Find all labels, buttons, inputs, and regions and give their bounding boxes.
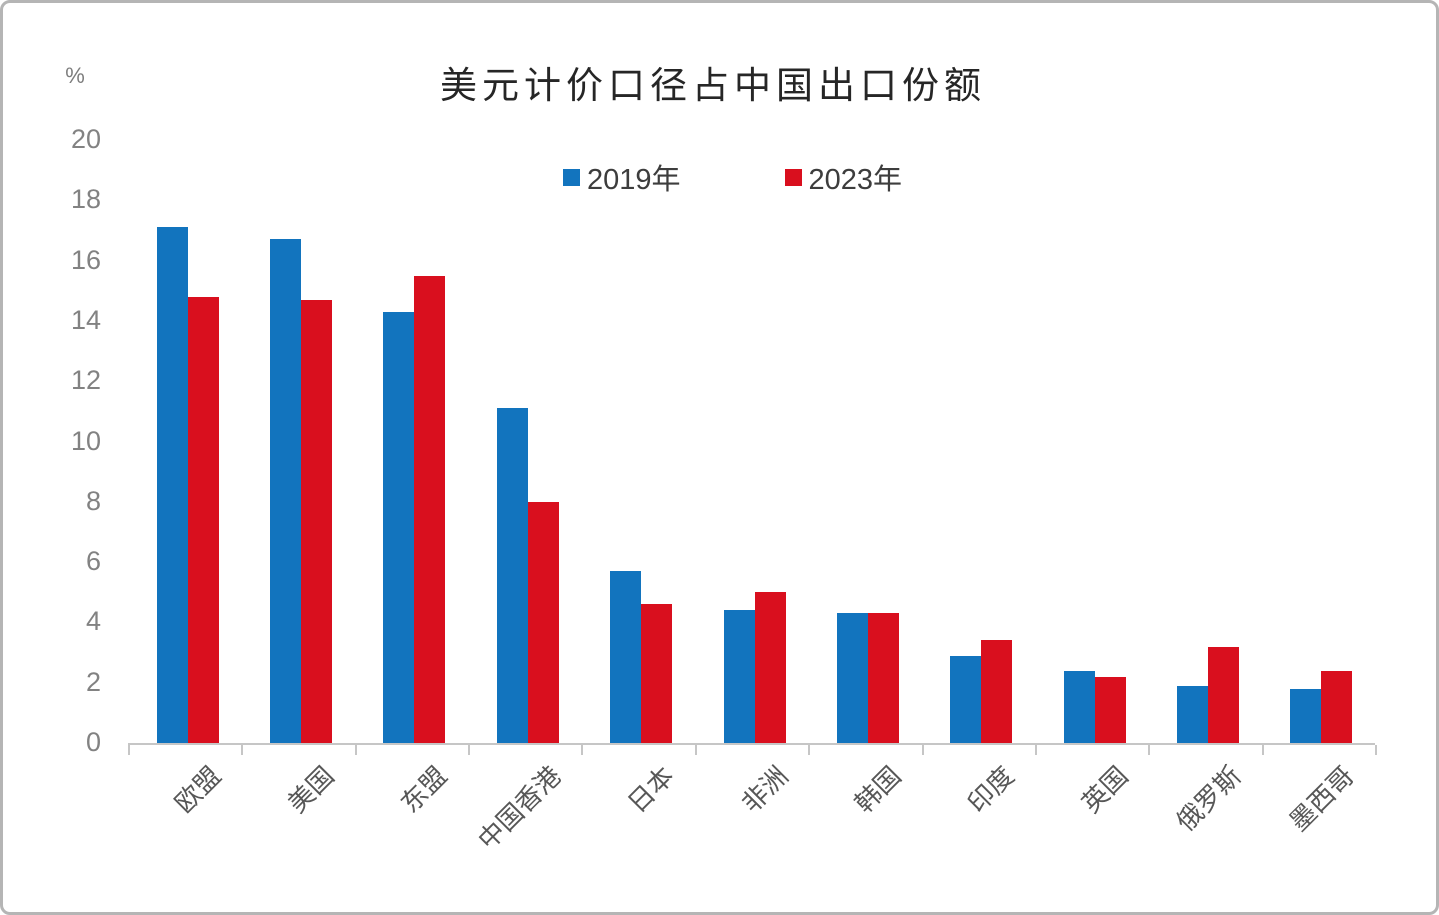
x-axis-tick [1375,745,1377,755]
x-axis-tick [128,745,130,755]
legend-item-2019: 2019年 [563,156,681,198]
bar-2023年-墨西哥 [1321,670,1353,743]
bar-2019年-墨西哥 [1290,688,1322,743]
bar-2023年-非洲 [754,592,786,743]
y-axis-label: 20 [70,124,101,154]
x-axis-tick [694,745,697,755]
bar-2019年-美国 [270,239,302,743]
y-axis-label: 16 [70,244,101,275]
plot-area: 0 2 4 6 8 10 12 14 16 18 20 欧盟 美国 东盟 中国香港 日本 非洲 韩国 印度 英国 俄罗斯… [3,3,1436,912]
y-axis-label: 18 [70,184,101,215]
chart-title: 美元计价口径占中国出口份额 [440,66,986,107]
x-axis-tick [1034,745,1037,755]
bar-2019年-印度 [950,655,982,743]
x-axis-tick [1148,745,1151,755]
bar-2023年-俄罗斯 [1207,646,1239,743]
x-axis-tick [468,745,471,755]
legend-label-2019: 2019年 [587,164,681,196]
legend-label-2023: 2023年 [808,164,903,196]
y-axis-label: 0 [85,727,101,757]
x-axis-tick [354,745,357,755]
y-axis-label: 10 [70,425,101,456]
bar-2019年-非洲 [723,610,755,743]
bar-2019年-英国 [1063,670,1095,743]
bar-2023年-东盟 [414,275,446,743]
bar-2019年-日本 [610,571,642,743]
bar-2023年-韩国 [867,613,899,743]
bar-2023年-欧盟 [187,296,219,743]
legend-swatch-2023-icon [784,168,802,186]
bar-2023年-印度 [981,640,1013,743]
x-axis-tick [241,745,244,755]
y-axis-unit-label: % [65,63,85,88]
x-axis-tick [581,745,584,755]
bar-2023年-日本 [641,604,673,743]
legend: 2019年 2023年 [563,156,903,198]
x-axis-tick [1261,745,1264,755]
y-axis-label: 2 [85,666,101,697]
bar-2019年-中国香港 [496,408,528,743]
x-axis-line [128,743,1375,745]
bar-2023年-英国 [1094,676,1126,743]
bar-2019年-欧盟 [156,227,188,743]
x-axis-tick [808,745,811,755]
y-axis-label: 6 [85,546,101,577]
y-axis-label: 12 [70,365,101,396]
x-axis-tick [921,745,924,755]
bar-2023年-中国香港 [527,501,559,743]
legend-swatch-2019-icon [563,168,580,186]
bar-2023年-美国 [301,299,333,743]
y-axis-label: 8 [85,485,101,516]
bar-2019年-俄罗斯 [1176,685,1208,743]
y-axis-label: 4 [85,606,101,637]
legend-item-2023: 2023年 [784,156,903,198]
bar-2019年-东盟 [383,311,415,743]
bar-2019年-韩国 [836,613,868,743]
y-axis-label: 14 [70,304,101,335]
